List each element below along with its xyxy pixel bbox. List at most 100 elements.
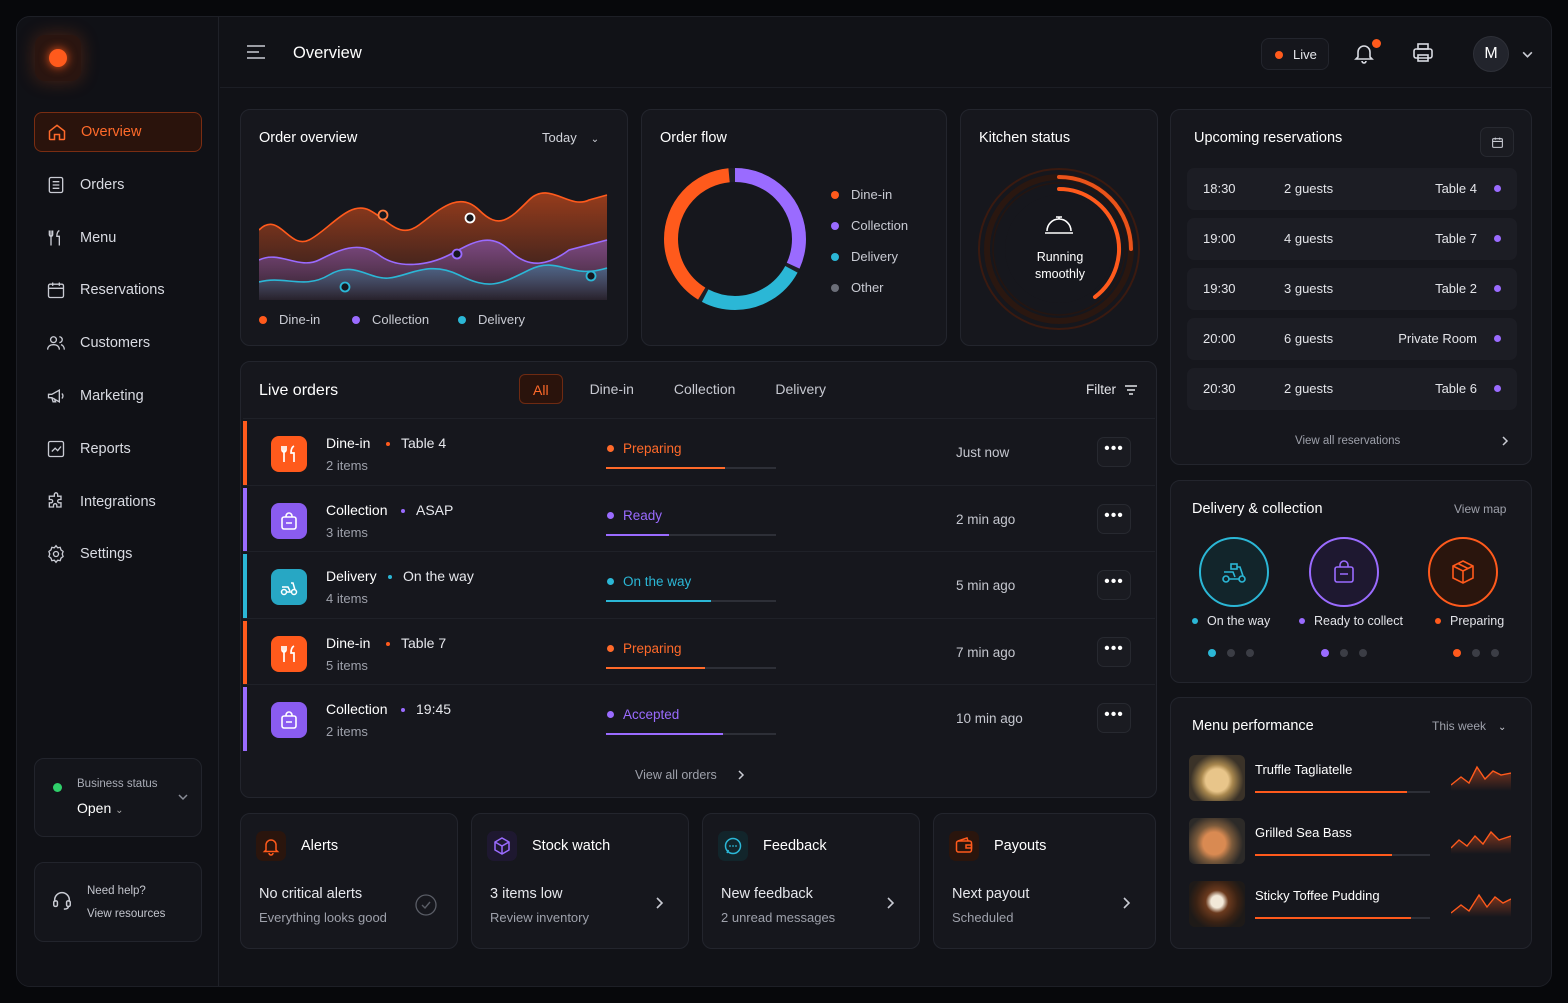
business-status-select[interactable]: Business status Open ⌄ bbox=[34, 758, 202, 837]
printer-icon[interactable] bbox=[1411, 41, 1435, 65]
order-items: 2 items bbox=[326, 724, 368, 740]
chevron-right-icon[interactable] bbox=[652, 896, 666, 910]
pager-dots[interactable] bbox=[1321, 649, 1378, 657]
sidebar-item-marketing[interactable]: Marketing bbox=[34, 376, 202, 416]
sidebar-item-menu[interactable]: Menu bbox=[34, 218, 202, 258]
cube-icon bbox=[494, 837, 510, 855]
order-row[interactable]: Delivery On the way 4 items On the way 5 min… bbox=[243, 551, 1155, 619]
more-options-button[interactable]: ••• bbox=[1097, 636, 1131, 667]
status-dot bbox=[607, 445, 614, 452]
alerts-card[interactable]: Alerts No critical alerts Everything looks… bbox=[240, 813, 458, 949]
calendar-button[interactable] bbox=[1480, 127, 1514, 157]
more-options-button[interactable]: ••• bbox=[1097, 437, 1131, 467]
delivery-collection-card: Delivery & collection View map On the wa… bbox=[1170, 480, 1532, 683]
app-window: Overview Orders Menu Reservations Custom… bbox=[16, 16, 1552, 987]
utensils-icon bbox=[281, 445, 295, 462]
calendar-icon bbox=[1492, 137, 1503, 148]
chart-point[interactable] bbox=[451, 248, 463, 260]
feedback-card[interactable]: Feedback New feedback 2 unread messages bbox=[702, 813, 920, 949]
kitchen-status-card: Kitchen status Running smoothly bbox=[960, 109, 1158, 346]
card-title: Order flow bbox=[660, 130, 727, 146]
reservation-row[interactable]: 19:00 4 guests Table 7 bbox=[1187, 218, 1517, 260]
pager-dots[interactable] bbox=[1453, 649, 1510, 657]
legend-label: Collection bbox=[851, 218, 909, 233]
donut-segment-delivery[interactable] bbox=[664, 168, 806, 310]
chart-point[interactable] bbox=[339, 281, 351, 293]
sidebar-item-reservations[interactable]: Reservations bbox=[34, 270, 202, 310]
reservation-row[interactable]: 19:30 3 guests Table 2 bbox=[1187, 268, 1517, 310]
pager-dots[interactable] bbox=[1208, 649, 1265, 657]
chevron-right-icon[interactable] bbox=[883, 896, 897, 910]
on-the-way-status[interactable] bbox=[1199, 537, 1269, 607]
sidebar-item-customers[interactable]: Customers bbox=[34, 323, 202, 363]
live-indicator[interactable]: Live bbox=[1261, 38, 1329, 70]
sidebar-item-overview[interactable]: Overview bbox=[34, 112, 202, 152]
chevron-right-icon[interactable] bbox=[735, 769, 747, 781]
reservation-row[interactable]: 20:30 2 guests Table 6 bbox=[1187, 368, 1517, 410]
tab-collection[interactable]: Collection bbox=[673, 381, 736, 397]
sparkline bbox=[1451, 830, 1511, 854]
brand-logo[interactable] bbox=[35, 35, 81, 81]
order-row[interactable]: Collection ASAP 3 items Ready 2 min ago ••• bbox=[243, 484, 1155, 552]
reservation-row[interactable]: 18:30 2 guests Table 4 bbox=[1187, 168, 1517, 210]
tab-all[interactable]: All bbox=[519, 374, 563, 404]
sidebar-item-settings[interactable]: Settings bbox=[34, 534, 202, 574]
tab-dine-in[interactable]: Dine-in bbox=[589, 381, 634, 397]
avatar[interactable]: M bbox=[1473, 36, 1509, 72]
donut-segment-dine-in[interactable] bbox=[664, 168, 806, 310]
menu-item-row[interactable]: Grilled Sea Bass bbox=[1189, 818, 1511, 866]
reservation-row[interactable]: 20:00 6 guests Private Room bbox=[1187, 318, 1517, 360]
sidebar-item-label: Integrations bbox=[80, 493, 156, 510]
megaphone-icon bbox=[47, 389, 64, 403]
bell-icon[interactable] bbox=[1352, 41, 1376, 65]
tab-delivery[interactable]: Delivery bbox=[775, 381, 826, 397]
card-secondary-text: Everything looks good bbox=[259, 910, 387, 925]
chart-point[interactable] bbox=[464, 212, 476, 224]
help-card[interactable]: Need help? View resources bbox=[34, 862, 202, 942]
order-type-icon-tile bbox=[271, 702, 307, 739]
filter-button[interactable]: Filter bbox=[1086, 382, 1138, 397]
chart-point[interactable] bbox=[585, 270, 597, 282]
payouts-card[interactable]: Payouts Next payout Scheduled bbox=[933, 813, 1156, 949]
order-overview-chart bbox=[259, 192, 608, 300]
sidebar-nav: Overview Orders Menu Reservations Custom… bbox=[34, 112, 202, 587]
sidebar-item-integrations[interactable]: Integrations bbox=[34, 482, 202, 522]
reservation-time: 20:30 bbox=[1203, 381, 1236, 396]
order-row[interactable]: Dine-in Table 4 2 items Preparing Just now ••… bbox=[243, 418, 1155, 485]
period-select[interactable]: This week ⌄ bbox=[1432, 719, 1506, 733]
sidebar-item-orders[interactable]: Orders bbox=[34, 165, 202, 205]
scooter-icon bbox=[1222, 563, 1246, 583]
more-options-button[interactable]: ••• bbox=[1097, 503, 1131, 534]
kitchen-status-line1: Running bbox=[1036, 250, 1084, 264]
help-link[interactable]: View resources bbox=[87, 908, 166, 920]
card-title: Payouts bbox=[994, 838, 1047, 854]
period-value: Today bbox=[542, 130, 577, 145]
chevron-right-icon[interactable] bbox=[1119, 896, 1133, 910]
menu-performance-card: Menu performance This week ⌄ Truffle Tagl… bbox=[1170, 697, 1532, 949]
ready-to-collect-status[interactable] bbox=[1309, 537, 1379, 607]
menu-toggle-icon[interactable] bbox=[246, 44, 266, 60]
chevron-down-icon[interactable] bbox=[1521, 48, 1534, 61]
status-text: Accepted bbox=[623, 707, 680, 723]
package-icon bbox=[1452, 560, 1474, 584]
order-row[interactable]: Collection 19:45 2 items Accepted 10 min ago… bbox=[243, 684, 1155, 752]
chart-point[interactable] bbox=[377, 209, 389, 221]
order-progress bbox=[606, 533, 776, 536]
stock-watch-card[interactable]: Stock watch 3 items low Review inventory bbox=[471, 813, 689, 949]
sidebar-item-reports[interactable]: Reports bbox=[34, 429, 202, 469]
ready-to-collect-label: Ready to collect bbox=[1299, 614, 1403, 628]
view-all-reservations-link[interactable]: View all reservations bbox=[1295, 435, 1401, 447]
preparing-status[interactable] bbox=[1428, 537, 1498, 607]
delivery-line bbox=[259, 264, 608, 285]
view-all-orders-link[interactable]: View all orders bbox=[635, 768, 717, 782]
more-options-button[interactable]: ••• bbox=[1097, 703, 1131, 734]
chevron-right-icon[interactable] bbox=[1499, 435, 1511, 447]
period-select[interactable]: Today ⌄ bbox=[542, 130, 599, 145]
menu-item-row[interactable]: Sticky Toffee Pudding bbox=[1189, 881, 1511, 929]
more-options-button[interactable]: ••• bbox=[1097, 570, 1131, 601]
order-row[interactable]: Dine-in Table 7 5 items Preparing 7 min ago •… bbox=[243, 617, 1155, 685]
view-map-link[interactable]: View map bbox=[1454, 502, 1507, 516]
donut-segment-collection[interactable] bbox=[664, 168, 806, 310]
menu-item-row[interactable]: Truffle Tagliatelle bbox=[1189, 755, 1511, 803]
status-label: Ready to collect bbox=[1314, 614, 1403, 628]
